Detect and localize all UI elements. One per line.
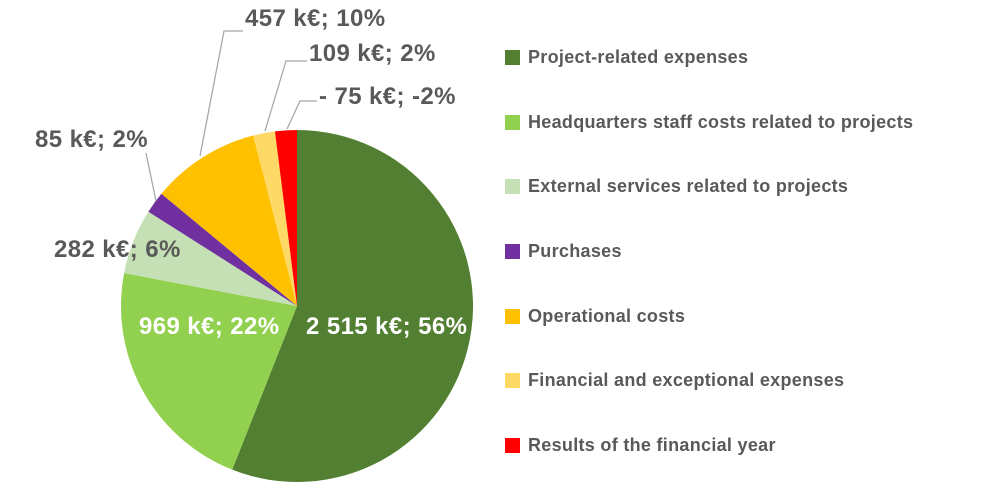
pie-slice-external-services-related-to-projects	[124, 211, 298, 306]
legend-swatch-icon	[505, 179, 520, 195]
legend-item-results: Results of the financial year	[505, 413, 975, 478]
pie-data-label-purchases: 85 k€; 2%	[35, 126, 149, 153]
leader-line-operational-costs	[199, 30, 243, 157]
leader-line-purchases	[145, 152, 157, 202]
pie-data-label-project-related-expenses: 2 515 k€; 56%	[306, 313, 468, 340]
leader-line-financial-expenses	[264, 60, 307, 132]
pie-slice-headquarters-staff-costs-related-to-projects	[121, 273, 297, 470]
legend-item-label: Operational costs	[528, 305, 686, 326]
legend-swatch-icon	[505, 114, 520, 130]
pie-data-label-headquarters-staff-costs: 969 k€; 22%	[139, 313, 280, 340]
pie-slice-project-related-expenses	[232, 130, 474, 482]
legend-swatch-icon	[505, 373, 520, 389]
legend-item-project-related-expenses: Project-related expenses	[505, 25, 975, 90]
pie-data-label-operational-costs: 457 k€; 10%	[245, 5, 386, 32]
legend-swatch-icon	[505, 438, 520, 454]
pie-slice-financial-and-exceptional-expenses	[253, 131, 297, 306]
legend-item-external-services: External services related to projects	[505, 154, 975, 219]
legend-swatch-icon	[505, 244, 520, 260]
legend-item-financial-expenses: Financial and exceptional expenses	[505, 349, 975, 414]
pie-data-label-financial-expenses: 109 k€; 2%	[309, 40, 436, 67]
chart-legend: Project-related expenses Headquarters st…	[505, 25, 975, 478]
legend-item-label: Financial and exceptional expenses	[528, 370, 845, 391]
legend-item-label: Project-related expenses	[528, 46, 749, 67]
pie-data-label-results: - 75 k€; -2%	[319, 83, 456, 110]
leader-line-results	[286, 100, 317, 130]
pie-data-label-external-services: 282 k€; 6%	[54, 236, 181, 263]
legend-swatch-icon	[505, 49, 520, 65]
legend-item-label: Purchases	[528, 241, 622, 262]
leader-lines	[145, 30, 317, 202]
legend-item-headquarters-staff-costs: Headquarters staff costs related to proj…	[505, 90, 975, 155]
legend-item-label: Headquarters staff costs related to proj…	[528, 111, 914, 132]
legend-item-purchases: Purchases	[505, 219, 975, 284]
pie-slice-purchases	[148, 193, 297, 306]
pie-slices	[121, 130, 474, 482]
legend-swatch-icon	[505, 308, 520, 324]
legend-item-label: Results of the financial year	[528, 435, 776, 456]
legend-item-operational-costs: Operational costs	[505, 284, 975, 349]
pie-slice-results-of-the-financial-year	[274, 130, 297, 306]
legend-item-label: External services related to projects	[528, 176, 849, 197]
pie-slice-operational-costs	[161, 135, 297, 306]
